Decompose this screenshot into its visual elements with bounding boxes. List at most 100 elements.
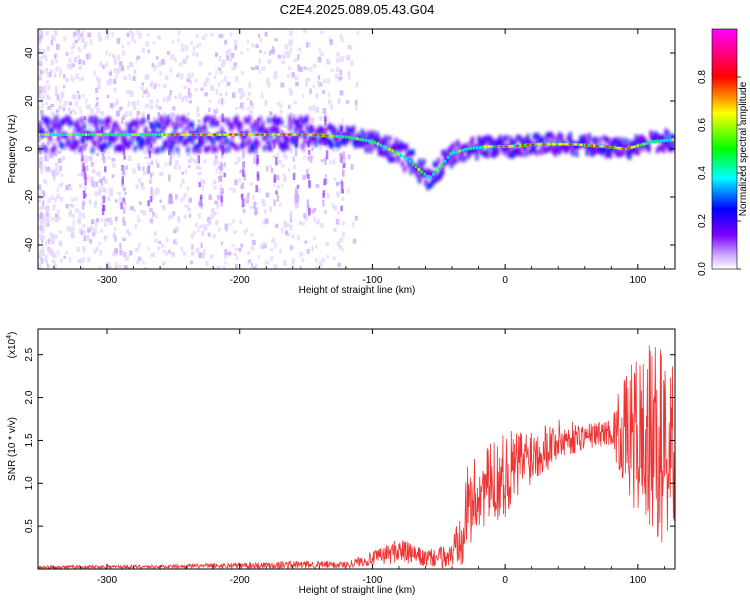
- noise-cell: [245, 196, 249, 200]
- noise-cell: [249, 100, 253, 105]
- noise-cell: [39, 113, 42, 117]
- noise-cell: [325, 150, 329, 160]
- ridge-core-cell: [40, 133, 44, 137]
- ridge-cell: [641, 134, 645, 141]
- noise-cell: [129, 62, 134, 68]
- noise-cell: [155, 213, 158, 219]
- ridge-cell: [524, 150, 528, 157]
- noise-cell: [246, 48, 249, 52]
- ridge-cell: [411, 162, 415, 169]
- ridge-cell: [409, 168, 413, 175]
- ridge-cell: [343, 139, 347, 146]
- noise-cell: [254, 263, 258, 268]
- noise-cell: [195, 52, 199, 58]
- ridge-core-cell: [341, 135, 345, 139]
- noise-cell: [78, 32, 81, 37]
- noise-cell: [299, 66, 303, 72]
- ridge-cell: [551, 134, 555, 141]
- noise-cell: [320, 223, 324, 228]
- ridge-cell: [97, 138, 101, 145]
- ridge-cell: [568, 132, 572, 139]
- noise-cell: [216, 265, 221, 269]
- ridge-core-cell: [49, 133, 53, 137]
- ridge-cell: [161, 117, 165, 124]
- ridge-cell: [428, 170, 432, 177]
- noise-cell: [58, 73, 62, 77]
- noise-cell: [273, 264, 278, 269]
- noise-cell: [287, 168, 290, 172]
- noise-cell: [48, 166, 51, 170]
- noise-cell: [42, 205, 45, 210]
- noise-cell: [186, 153, 191, 157]
- ridge-cell: [581, 135, 585, 142]
- noise-cell: [74, 39, 78, 44]
- ridge-peak-cell: [329, 135, 333, 138]
- noise-cell: [135, 58, 139, 62]
- ridge-core-cell: [618, 146, 622, 150]
- noise-cell: [178, 164, 181, 170]
- noise-cell: [175, 194, 178, 200]
- noise-cell: [74, 100, 78, 107]
- ridge-cell: [235, 120, 239, 127]
- ridge-core-cell: [335, 134, 339, 138]
- noise-cell: [82, 30, 85, 34]
- ridge-cell: [71, 138, 75, 145]
- noise-cell: [71, 50, 74, 55]
- ridge-cell: [662, 141, 666, 148]
- ridge-cell: [254, 120, 258, 127]
- noise-cell: [99, 266, 102, 269]
- noise-cell: [339, 237, 344, 243]
- ridge-cell: [541, 140, 545, 147]
- noise-cell: [125, 229, 130, 234]
- ridge-cell: [441, 163, 445, 170]
- ridge-core-cell: [624, 147, 628, 151]
- noise-cell: [306, 169, 309, 178]
- ridge-cell: [152, 124, 156, 131]
- spectrogram-x-label: Height of straight line (km): [299, 285, 416, 296]
- noise-cell: [257, 33, 261, 38]
- ridge-cell: [167, 118, 171, 125]
- ridge-cell: [233, 143, 237, 150]
- noise-cell: [174, 226, 179, 232]
- spectrogram-x-tick-label: 100: [629, 275, 646, 286]
- noise-cell: [245, 227, 248, 233]
- noise-cell: [340, 181, 344, 190]
- noise-cell: [59, 67, 62, 74]
- noise-cell: [161, 58, 165, 65]
- ridge-core-cell: [102, 133, 105, 137]
- noise-cell: [46, 45, 50, 52]
- noise-cell: [190, 244, 194, 251]
- noise-cell: [47, 249, 51, 254]
- ridge-cell: [105, 117, 109, 124]
- noise-cell: [319, 260, 322, 266]
- noise-cell: [231, 67, 236, 71]
- noise-cell: [149, 208, 153, 212]
- ridge-peak-cell: [521, 144, 525, 147]
- noise-cell: [188, 158, 192, 164]
- ridge-cell: [197, 147, 201, 154]
- noise-cell: [313, 236, 316, 240]
- noise-cell: [155, 104, 159, 109]
- noise-cell: [97, 83, 101, 90]
- ridge-cell: [231, 141, 235, 148]
- noise-cell: [128, 90, 132, 94]
- ridge-peak-cell: [260, 133, 264, 136]
- noise-cell: [234, 76, 239, 82]
- ridge-cell: [286, 144, 290, 151]
- noise-cell: [264, 218, 269, 224]
- noise-cell: [132, 105, 137, 110]
- noise-cell: [324, 119, 327, 126]
- noise-cell: [99, 229, 104, 233]
- ridge-cell: [235, 115, 239, 122]
- ridge-cell: [437, 173, 441, 180]
- noise-cell: [141, 111, 145, 117]
- ridge-peak-cell: [303, 133, 307, 136]
- ridge-core-cell: [119, 133, 123, 137]
- ridge-cell: [161, 146, 165, 153]
- ridge-cell: [579, 135, 583, 142]
- noise-cell: [137, 246, 140, 251]
- ridge-cell: [258, 125, 262, 132]
- noise-cell: [199, 199, 202, 207]
- noise-cell: [265, 192, 270, 198]
- noise-cell: [325, 242, 329, 247]
